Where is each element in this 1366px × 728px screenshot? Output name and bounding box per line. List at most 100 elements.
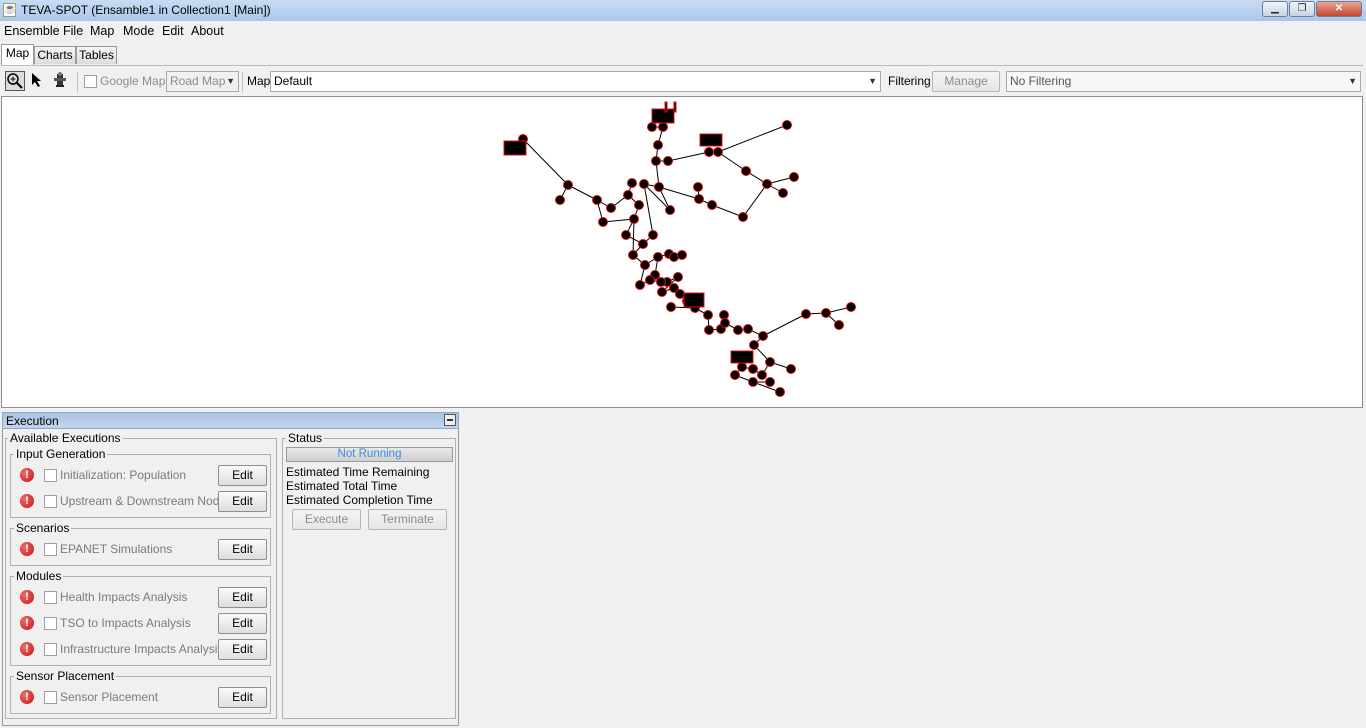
junction-node[interactable] [677,250,687,260]
pipe-segment[interactable] [522,138,569,186]
junction-node[interactable] [703,310,713,320]
junction-node[interactable] [694,194,704,204]
junction-node[interactable] [786,364,796,374]
epanet-simulations-checkbox[interactable] [44,543,57,556]
water-network-graph[interactable] [2,97,1362,407]
junction-node[interactable] [623,190,633,200]
zoom-tool-icon[interactable] [5,71,25,91]
junction-node[interactable] [775,387,785,397]
tank-icon[interactable] [664,101,668,113]
junction-node[interactable] [741,166,751,176]
junction-node[interactable] [758,331,768,341]
junction-node[interactable] [634,200,644,210]
junction-node[interactable] [627,178,637,188]
manage-button[interactable]: Manage [932,71,1000,92]
junction-node[interactable] [628,250,638,260]
junction-node[interactable] [765,377,775,387]
pipe-segment[interactable] [658,186,700,200]
junction-node[interactable] [592,195,602,205]
google-maps-checkbox[interactable] [84,75,97,88]
junction-node[interactable] [834,320,844,330]
junction-node[interactable] [640,260,650,270]
sensor-placement-checkbox[interactable] [44,691,57,704]
junction-node[interactable] [658,122,668,132]
junction-node[interactable] [821,308,831,318]
collapse-icon[interactable] [444,414,456,426]
edit-epanet-simulations-button[interactable]: Edit [218,539,267,560]
junction-node[interactable] [693,182,703,192]
junction-node[interactable] [657,287,667,297]
filtering-select[interactable]: No Filtering ▼ [1006,71,1361,92]
junction-node[interactable] [704,147,714,157]
upstream-downstream-checkbox[interactable] [44,495,57,508]
junction-node[interactable] [704,325,714,335]
junction-node[interactable] [648,230,658,240]
junction-node[interactable] [765,357,775,367]
infrastructure-impacts-checkbox[interactable] [44,643,57,656]
tank-icon[interactable] [683,292,705,308]
junction-node[interactable] [737,362,747,372]
junction-node[interactable] [647,122,657,132]
edit-infrastructure-impacts-button[interactable]: Edit [218,639,267,660]
junction-node[interactable] [801,309,811,319]
network-map-canvas[interactable] [1,96,1363,408]
menu-file[interactable]: File [63,24,84,38]
junction-node[interactable] [629,214,639,224]
maximize-button[interactable]: ❐ [1289,1,1315,17]
terminate-button[interactable]: Terminate [368,509,447,530]
junction-node[interactable] [656,277,666,287]
junction-node[interactable] [555,195,565,205]
junction-node[interactable] [653,140,663,150]
junction-node[interactable] [663,156,673,166]
junction-node[interactable] [621,230,631,240]
initialization-population-checkbox[interactable] [44,469,57,482]
junction-node[interactable] [733,325,743,335]
tso-impacts-checkbox[interactable] [44,617,57,630]
junction-node[interactable] [730,370,740,380]
junction-node[interactable] [651,156,661,166]
tab-map[interactable]: Map [1,44,34,65]
junction-node[interactable] [635,280,645,290]
pipe-segment[interactable] [643,183,671,211]
junction-node[interactable] [720,318,730,328]
execute-button[interactable]: Execute [292,509,361,530]
menu-mode[interactable]: Mode [123,24,155,38]
junction-node[interactable] [713,147,723,157]
tab-tables[interactable]: Tables [76,46,117,64]
edit-upstream-downstream-button[interactable]: Edit [218,491,267,512]
map-type-select[interactable]: Road Map ▼ [166,71,239,92]
menu-map[interactable]: Map [90,24,115,38]
edit-health-impacts-button[interactable]: Edit [218,587,267,608]
junction-node[interactable] [606,203,616,213]
tank-icon[interactable] [673,101,677,113]
junction-node[interactable] [563,180,573,190]
junction-node[interactable] [645,275,655,285]
minimize-button[interactable]: ▁ [1262,1,1288,17]
pipe-segment[interactable] [762,313,807,337]
menu-about[interactable]: About [191,24,224,38]
edit-tso-impacts-button[interactable]: Edit [218,613,267,634]
tank-icon[interactable] [503,140,527,156]
junction-node[interactable] [748,364,758,374]
junction-node[interactable] [738,212,748,222]
edit-initialization-population-button[interactable]: Edit [218,465,267,486]
junction-node[interactable] [778,188,788,198]
tank-icon[interactable] [730,350,754,364]
menu-edit[interactable]: Edit [162,24,184,38]
junction-node[interactable] [707,200,717,210]
tab-charts[interactable]: Charts [34,46,76,64]
select-arrow-icon[interactable] [27,71,47,91]
junction-node[interactable] [639,179,649,189]
pipe-segment[interactable] [717,124,788,153]
pipe-segment[interactable] [567,184,598,201]
junction-node[interactable] [743,324,753,334]
junction-node[interactable] [665,205,675,215]
junction-node[interactable] [749,340,759,350]
junction-node[interactable] [762,179,772,189]
junction-node[interactable] [675,289,685,299]
menu-ensemble[interactable]: Ensemble [4,24,60,38]
hydrant-tool-icon[interactable] [50,71,70,91]
junction-node[interactable] [598,217,608,227]
junction-node[interactable] [757,370,767,380]
pipe-segment[interactable] [667,151,710,162]
